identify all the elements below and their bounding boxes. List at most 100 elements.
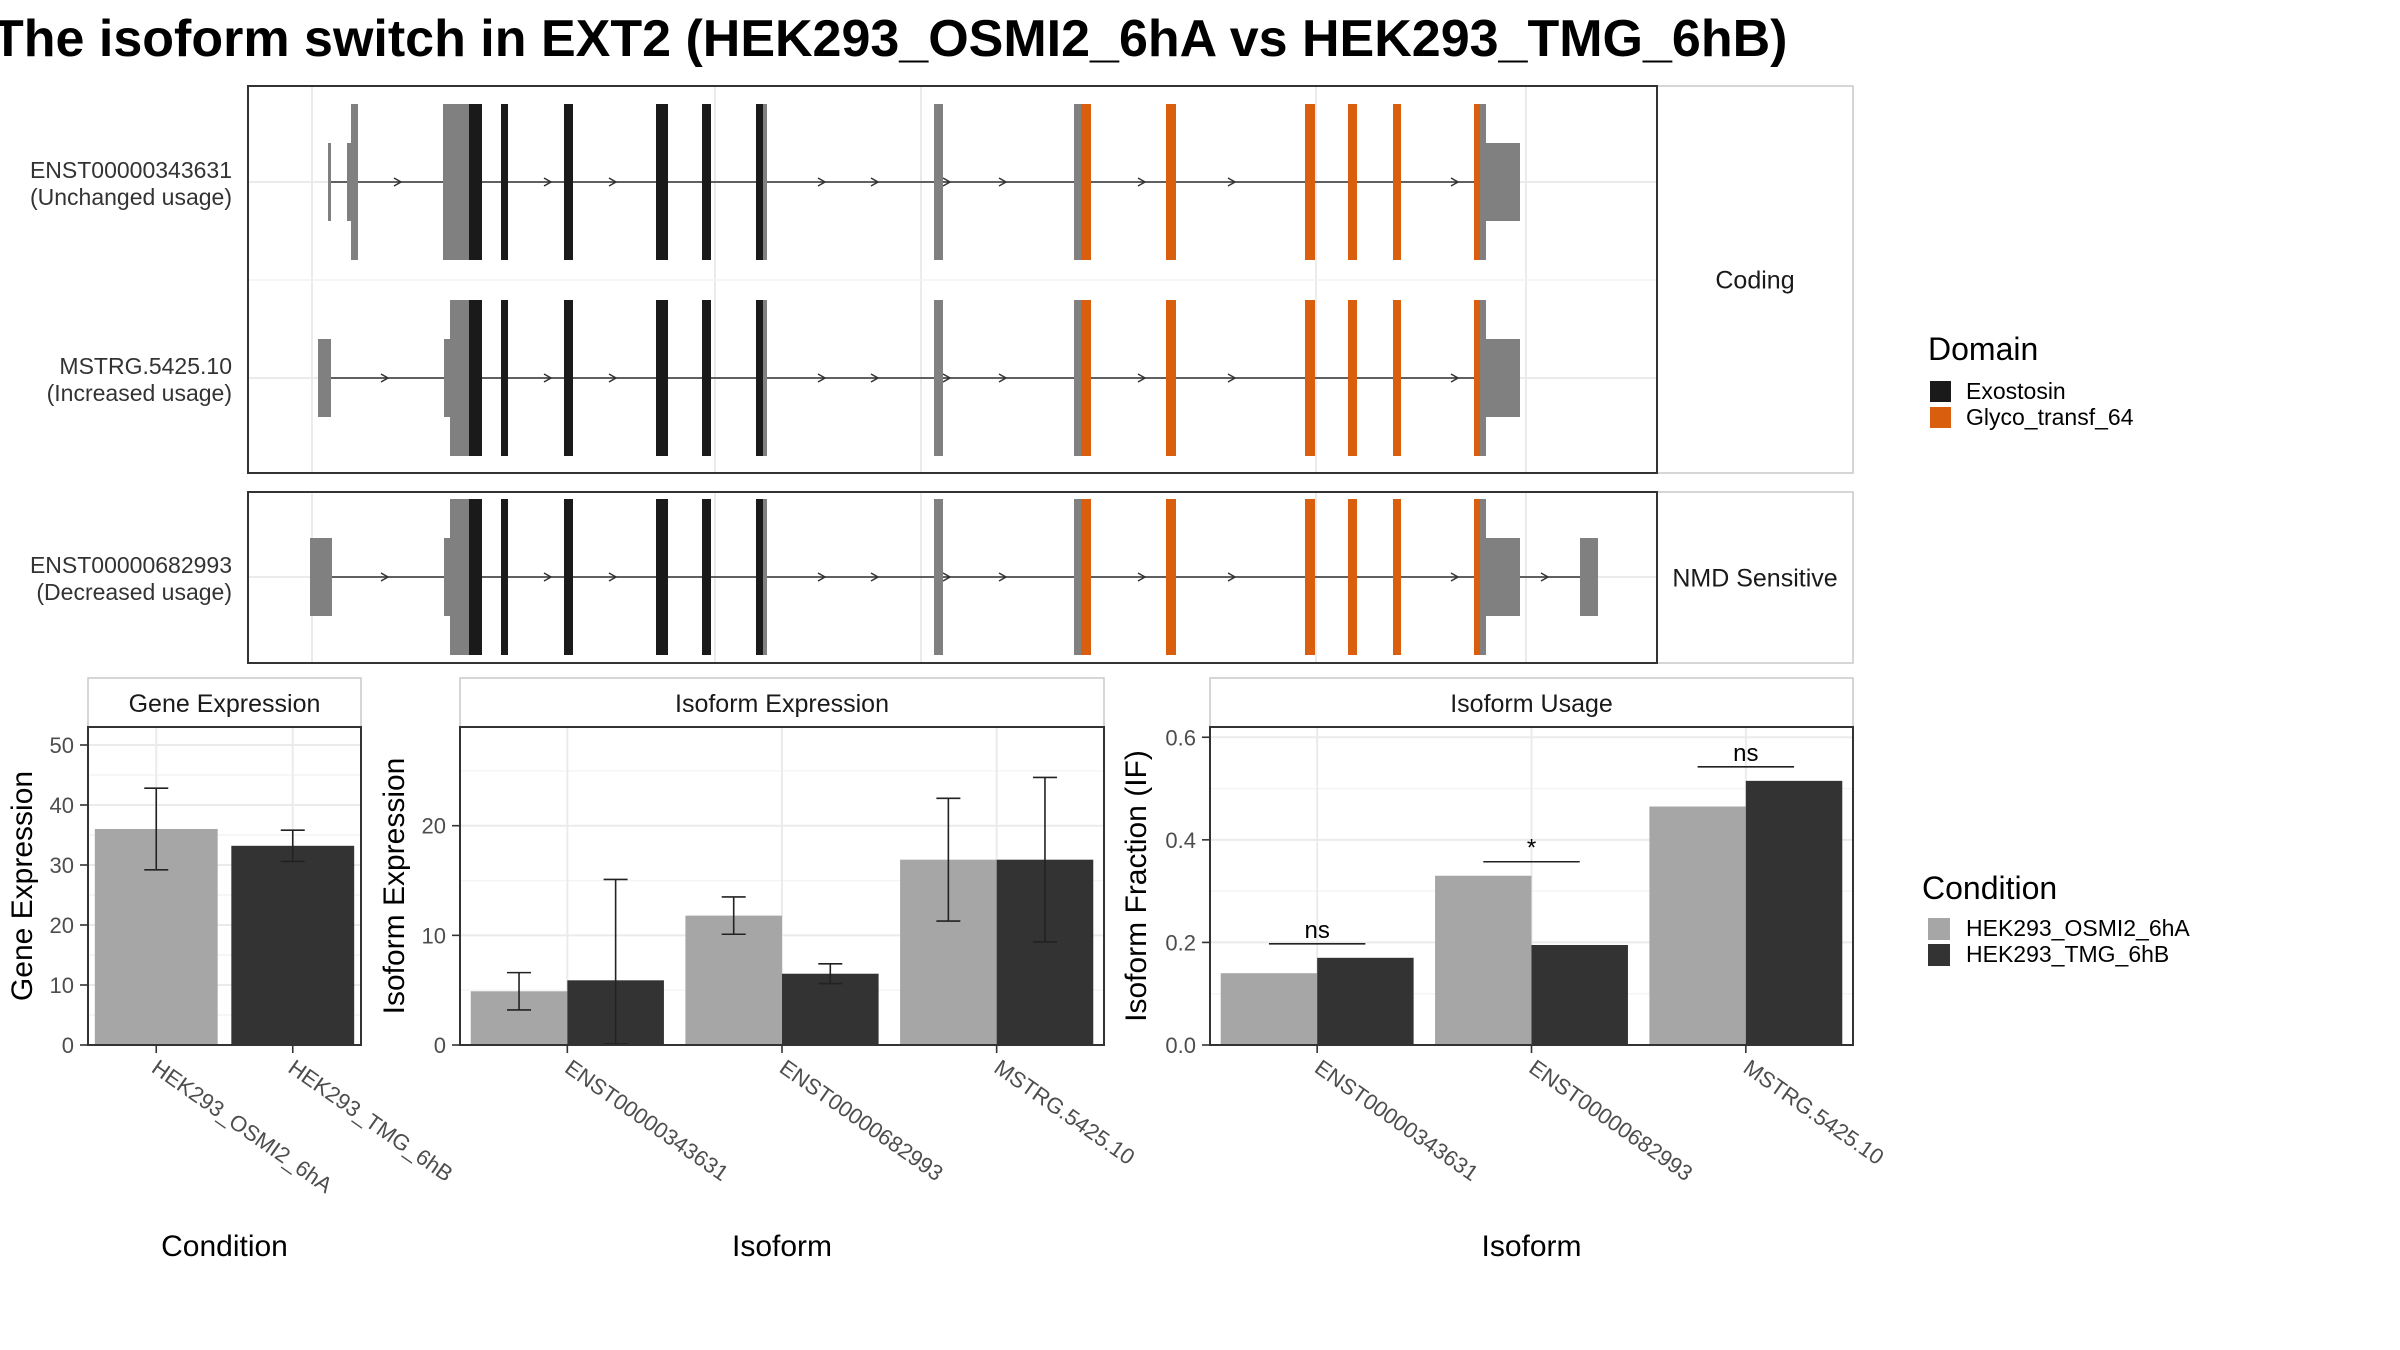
structure-strip-label: Coding: [1715, 267, 1794, 295]
exon: [1305, 104, 1315, 260]
exon: [351, 104, 358, 260]
y-tick-label: 10: [422, 923, 446, 948]
strand-arrow: [817, 177, 827, 187]
significance-label: ns: [1733, 740, 1758, 767]
strand-arrow: [817, 572, 827, 582]
strand-arrow: [1227, 177, 1237, 187]
panel-title: Gene Expression: [129, 690, 321, 718]
bar: [1220, 973, 1318, 1045]
exon: [465, 104, 469, 260]
exon: [469, 499, 482, 655]
exon: [501, 104, 508, 260]
exon: [469, 300, 482, 456]
exon: [310, 538, 332, 616]
x-axis-title: Isoform: [1481, 1230, 1581, 1263]
strand-arrow: [1137, 373, 1147, 383]
bar-chart-panels: Gene Expression01020304050HEK293_OSMI2_6…: [6, 677, 1889, 1263]
y-tick-label: 0: [62, 1033, 74, 1058]
significance-label: ns: [1304, 917, 1329, 944]
figure-title: The isoform switch in EXT2 (HEK293_OSMI2…: [0, 10, 1787, 68]
exon: [1348, 499, 1357, 655]
transcript-structure-panel: Coding ENST00000343631(Unchanged usage) MS…: [30, 85, 1854, 664]
x-tick-label: ENST00000343631: [1310, 1055, 1483, 1186]
strand-arrow: [870, 177, 880, 187]
bar: [231, 845, 355, 1045]
exon: [1074, 300, 1081, 456]
exon: [444, 339, 450, 417]
exon: [1305, 499, 1315, 655]
transcript-usage-label: (Increased usage): [47, 380, 232, 406]
transcript-label: MSTRG.5425.10: [59, 353, 232, 379]
exon: [1480, 300, 1486, 456]
exon: [656, 300, 668, 456]
transcript-usage-label: (Decreased usage): [36, 579, 232, 605]
exon: [702, 499, 711, 655]
exon: [1166, 499, 1176, 655]
domain-legend-label: Exostosin: [1966, 378, 2066, 404]
exon: [443, 104, 465, 260]
bar: [1531, 944, 1628, 1045]
exon: [934, 300, 943, 456]
transcript-track: [328, 104, 1520, 260]
panel-strip: [459, 677, 1105, 728]
exon: [763, 300, 767, 456]
exon: [934, 499, 943, 655]
domain-legend-label: Glyco_transf_64: [1966, 404, 2134, 430]
structure-strip-label: NMD Sensitive: [1672, 565, 1837, 593]
x-axis-title: Condition: [161, 1230, 288, 1263]
bar-panel: Isoform Expression 0 10 20 ENST00000343631 EN…: [378, 677, 1140, 1263]
exon: [1081, 499, 1091, 655]
exon: [450, 300, 469, 456]
bar: [1745, 780, 1843, 1045]
strand-arrow: [1137, 177, 1147, 187]
bar: [1317, 957, 1414, 1045]
strand-arrow: [870, 572, 880, 582]
strand-arrow: [1137, 572, 1147, 582]
exon: [1081, 104, 1091, 260]
bar: [1435, 875, 1532, 1045]
domain-legend-swatch: [1930, 381, 1951, 402]
exon: [564, 300, 573, 456]
strand-arrow: [998, 177, 1008, 187]
strand-arrow: [1450, 572, 1460, 582]
exon: [763, 499, 767, 655]
panel-title: Isoform Expression: [675, 690, 889, 718]
x-axis-title: Isoform: [732, 1230, 832, 1263]
exon: [1348, 104, 1357, 260]
exon: [564, 499, 573, 655]
structure-strip-box: [1656, 491, 1854, 664]
strand-arrow: [608, 572, 618, 582]
exon: [450, 499, 469, 655]
strand-arrow: [998, 572, 1008, 582]
transcript-track: [310, 499, 1598, 655]
exon: [1474, 499, 1480, 655]
transcript-label: ENST00000682993: [30, 552, 232, 578]
x-tick-label: MSTRG.5425.10: [1739, 1055, 1889, 1170]
x-tick-label: ENST00000682993: [775, 1055, 948, 1186]
y-tick-label: 0.2: [1165, 930, 1196, 955]
exon: [1305, 300, 1315, 456]
strand-arrow: [1540, 572, 1550, 582]
exon: [1166, 104, 1176, 260]
y-axis-title: Isoform Fraction (IF): [1120, 750, 1153, 1022]
exon: [1486, 538, 1520, 616]
structure-panel-border: [247, 491, 1658, 664]
y-axis-title: Gene Expression: [6, 771, 39, 1001]
exon: [1474, 104, 1480, 260]
condition-legend-swatch: [1928, 944, 1950, 966]
strand-arrow: [1227, 373, 1237, 383]
strand-arrow: [543, 373, 553, 383]
y-tick-label: 30: [50, 853, 74, 878]
exon: [501, 300, 508, 456]
panel-strip: [1209, 677, 1854, 728]
exon: [656, 499, 668, 655]
y-tick-label: 40: [50, 793, 74, 818]
y-tick-label: 0.4: [1165, 828, 1196, 853]
exon: [444, 538, 450, 616]
condition-legend-swatch: [1928, 918, 1950, 940]
exon: [1348, 300, 1357, 456]
exon: [501, 499, 508, 655]
x-tick-label: MSTRG.5425.10: [990, 1055, 1140, 1170]
